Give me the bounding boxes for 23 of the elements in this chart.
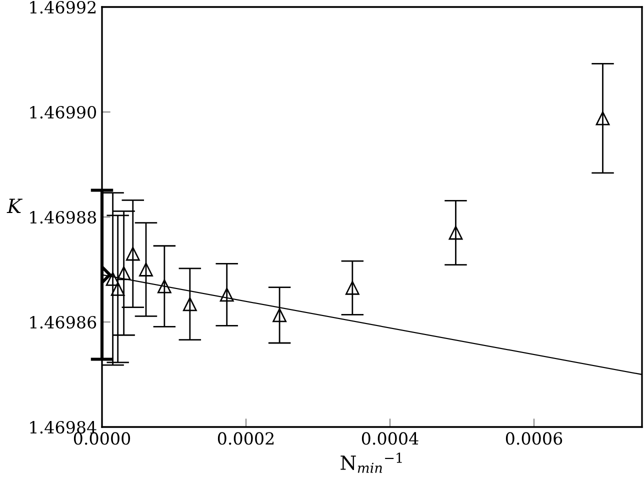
x-axis-title: N$_{min}$$^{−1}$	[340, 452, 402, 473]
point	[272, 308, 286, 322]
point	[126, 246, 140, 261]
y-tick-label: 1.46992	[30, 0, 96, 14]
point	[110, 282, 125, 296]
point	[106, 272, 120, 286]
point	[596, 111, 610, 126]
y-tick-label: 1.46984	[30, 420, 96, 434]
y-axis-title: K	[6, 198, 23, 213]
y-tick-label: 1.46986	[30, 316, 96, 329]
point	[157, 279, 172, 294]
x-tick-label: 0.0004	[362, 432, 418, 445]
x-tick-label: 0.0006	[506, 432, 562, 445]
point	[220, 288, 234, 302]
point	[448, 226, 463, 240]
x-tick-label: 0.0002	[218, 432, 274, 445]
point	[182, 297, 197, 312]
point	[345, 280, 360, 295]
x-tick-label: 0.0000	[74, 432, 130, 445]
y-tick-label: 1.46988	[30, 210, 96, 224]
point	[139, 262, 153, 276]
point	[116, 266, 131, 280]
y-tick-label: 1.46990	[30, 106, 96, 119]
